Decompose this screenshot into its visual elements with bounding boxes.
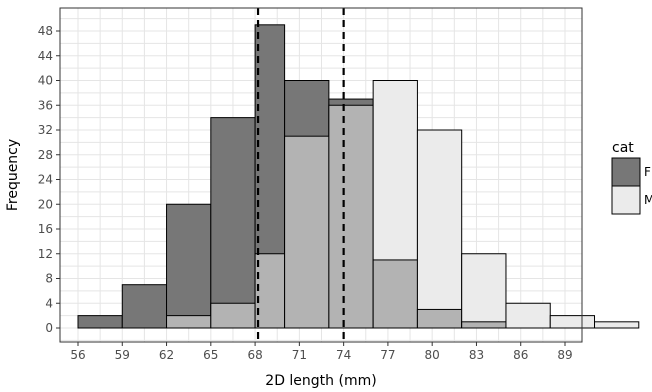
y-tick-label: 8 — [45, 272, 53, 286]
y-axis-title: Frequency — [5, 139, 21, 211]
legend-key-f — [611, 157, 641, 187]
bar-overlap — [328, 104, 374, 329]
bar-m — [594, 321, 640, 329]
bar-f — [77, 315, 123, 329]
x-tick-label: 77 — [380, 348, 395, 362]
bar-overlap — [166, 315, 212, 329]
bar-m — [461, 253, 507, 329]
x-tick-label: 62 — [159, 348, 174, 362]
x-tick-label: 89 — [557, 348, 572, 362]
bar-overlap — [254, 253, 286, 329]
bar-m — [505, 302, 551, 329]
legend-key-m — [611, 185, 641, 215]
y-tick-label: 32 — [38, 123, 53, 137]
y-tick-label: 20 — [38, 197, 53, 211]
bar-m — [549, 315, 596, 329]
x-axis-title: 2D length (mm) — [265, 373, 376, 389]
y-tick-label: 4 — [45, 296, 53, 310]
y-tick-label: 0 — [45, 321, 53, 335]
x-tick-label: 59 — [115, 348, 130, 362]
bar-f — [121, 284, 168, 329]
x-tick-label: 68 — [247, 348, 262, 362]
y-tick-label: 16 — [38, 222, 53, 236]
legend-label-m: M — [644, 193, 652, 207]
y-tick-label: 12 — [38, 247, 53, 261]
y-tick-label: 24 — [38, 173, 53, 187]
x-tick-label: 71 — [292, 348, 307, 362]
bar-f — [166, 203, 212, 329]
bar-overlap — [416, 308, 463, 329]
panel-border — [59, 7, 583, 343]
bar-overlap — [284, 135, 330, 329]
x-tick-label: 56 — [70, 348, 85, 362]
y-tick-label: 28 — [38, 148, 53, 162]
bar-f — [210, 117, 256, 329]
x-tick-label: 80 — [425, 348, 440, 362]
bar-m — [416, 129, 463, 329]
ticks-layer: 56 59 62 65 68 71 74 77 80 83 86 890481216202428323… — [38, 24, 573, 362]
y-tick-label: 40 — [38, 74, 53, 88]
x-tick-label: 65 — [203, 348, 218, 362]
bar-overlap — [461, 321, 507, 329]
y-tick-label: 44 — [38, 49, 53, 63]
bars-layer — [77, 24, 640, 329]
x-tick-label: 86 — [513, 348, 528, 362]
legend-title: cat — [612, 140, 634, 156]
x-tick-label: 83 — [469, 348, 484, 362]
x-tick-label: 74 — [336, 348, 351, 362]
y-tick-label: 48 — [38, 24, 53, 38]
bar-overlap — [210, 302, 256, 329]
bar-overlap — [372, 259, 418, 329]
legend: cat F M — [611, 140, 652, 215]
y-tick-label: 36 — [38, 98, 53, 112]
legend-label-f: F — [644, 165, 651, 179]
frame-layer — [59, 7, 583, 343]
vline-layer — [256, 8, 345, 342]
